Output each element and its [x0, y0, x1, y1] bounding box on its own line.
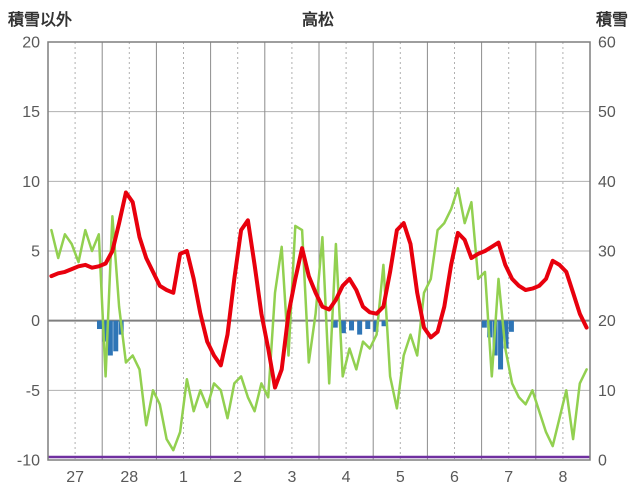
- precipitation-bars: [332, 320, 338, 328]
- right-axis-tick-label: 40: [598, 174, 616, 191]
- precipitation-bars: [508, 320, 514, 332]
- right-axis-tick-label: 10: [598, 383, 616, 400]
- left-axis-tick-label: 5: [31, 244, 40, 261]
- temperature-series: [49, 190, 589, 390]
- x-axis-tick-label: 2: [233, 469, 242, 486]
- plot-border: [47, 41, 591, 461]
- precipitation-bars: [498, 320, 504, 370]
- right-axis-tick-label: 0: [598, 453, 607, 470]
- left-axis-title: 積雪以外: [8, 12, 73, 29]
- x-axis-tick-label: 7: [504, 469, 513, 486]
- precipitation-bars: [373, 320, 379, 332]
- left-axis-tick-label: 0: [31, 313, 40, 330]
- precipitation-bars: [107, 320, 113, 356]
- left-axis-tick-label: -5: [26, 383, 40, 400]
- chart-title: 高松: [301, 12, 334, 29]
- precipitation-bars: [365, 320, 371, 330]
- precipitation-bars: [481, 320, 487, 328]
- x-axis-tick-label: 4: [342, 469, 351, 486]
- right-axis-title: 積雪: [595, 12, 628, 29]
- x-axis-tick-label: 1: [179, 469, 188, 486]
- x-axis-tick-label: 3: [287, 469, 296, 486]
- x-axis-tick-label: 6: [450, 469, 459, 486]
- right-axis-tick-label: 30: [598, 244, 616, 261]
- left-axis-tick-label: 15: [22, 104, 40, 121]
- precipitation-bars: [102, 320, 108, 342]
- right-axis-tick-label: 50: [598, 104, 616, 121]
- left-axis-tick-label: 10: [22, 174, 40, 191]
- green-series: [50, 187, 588, 452]
- x-axis-tick-label: 28: [120, 469, 138, 486]
- precipitation-bars: [349, 320, 355, 331]
- precipitation-bars: [96, 320, 102, 330]
- right-axis-tick-label: 20: [598, 313, 616, 330]
- precipitation-bars: [357, 320, 363, 335]
- right-axis-tick-label: 60: [598, 35, 616, 52]
- x-axis-tick-label: 8: [558, 469, 567, 486]
- precipitation-bars: [503, 320, 509, 349]
- precipitation-bars: [113, 320, 119, 352]
- x-axis-tick-label: 27: [66, 469, 84, 486]
- left-axis-tick-label: 20: [22, 35, 40, 52]
- precipitation-bars: [381, 320, 387, 327]
- left-axis-tick-label: -10: [17, 453, 40, 470]
- precipitation-bars: [340, 320, 346, 334]
- x-axis-tick-label: 5: [396, 469, 405, 486]
